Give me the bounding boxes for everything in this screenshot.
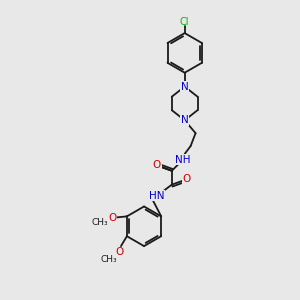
Text: HN: HN xyxy=(149,190,165,201)
Text: O: O xyxy=(108,213,116,224)
Text: CH₃: CH₃ xyxy=(92,218,109,227)
Text: Cl: Cl xyxy=(180,17,189,27)
Text: CH₃: CH₃ xyxy=(101,256,117,265)
Text: NH: NH xyxy=(175,155,190,165)
Text: N: N xyxy=(181,115,189,125)
Text: O: O xyxy=(116,247,124,257)
Text: O: O xyxy=(182,174,191,184)
Text: O: O xyxy=(153,160,161,170)
Text: N: N xyxy=(181,82,189,92)
